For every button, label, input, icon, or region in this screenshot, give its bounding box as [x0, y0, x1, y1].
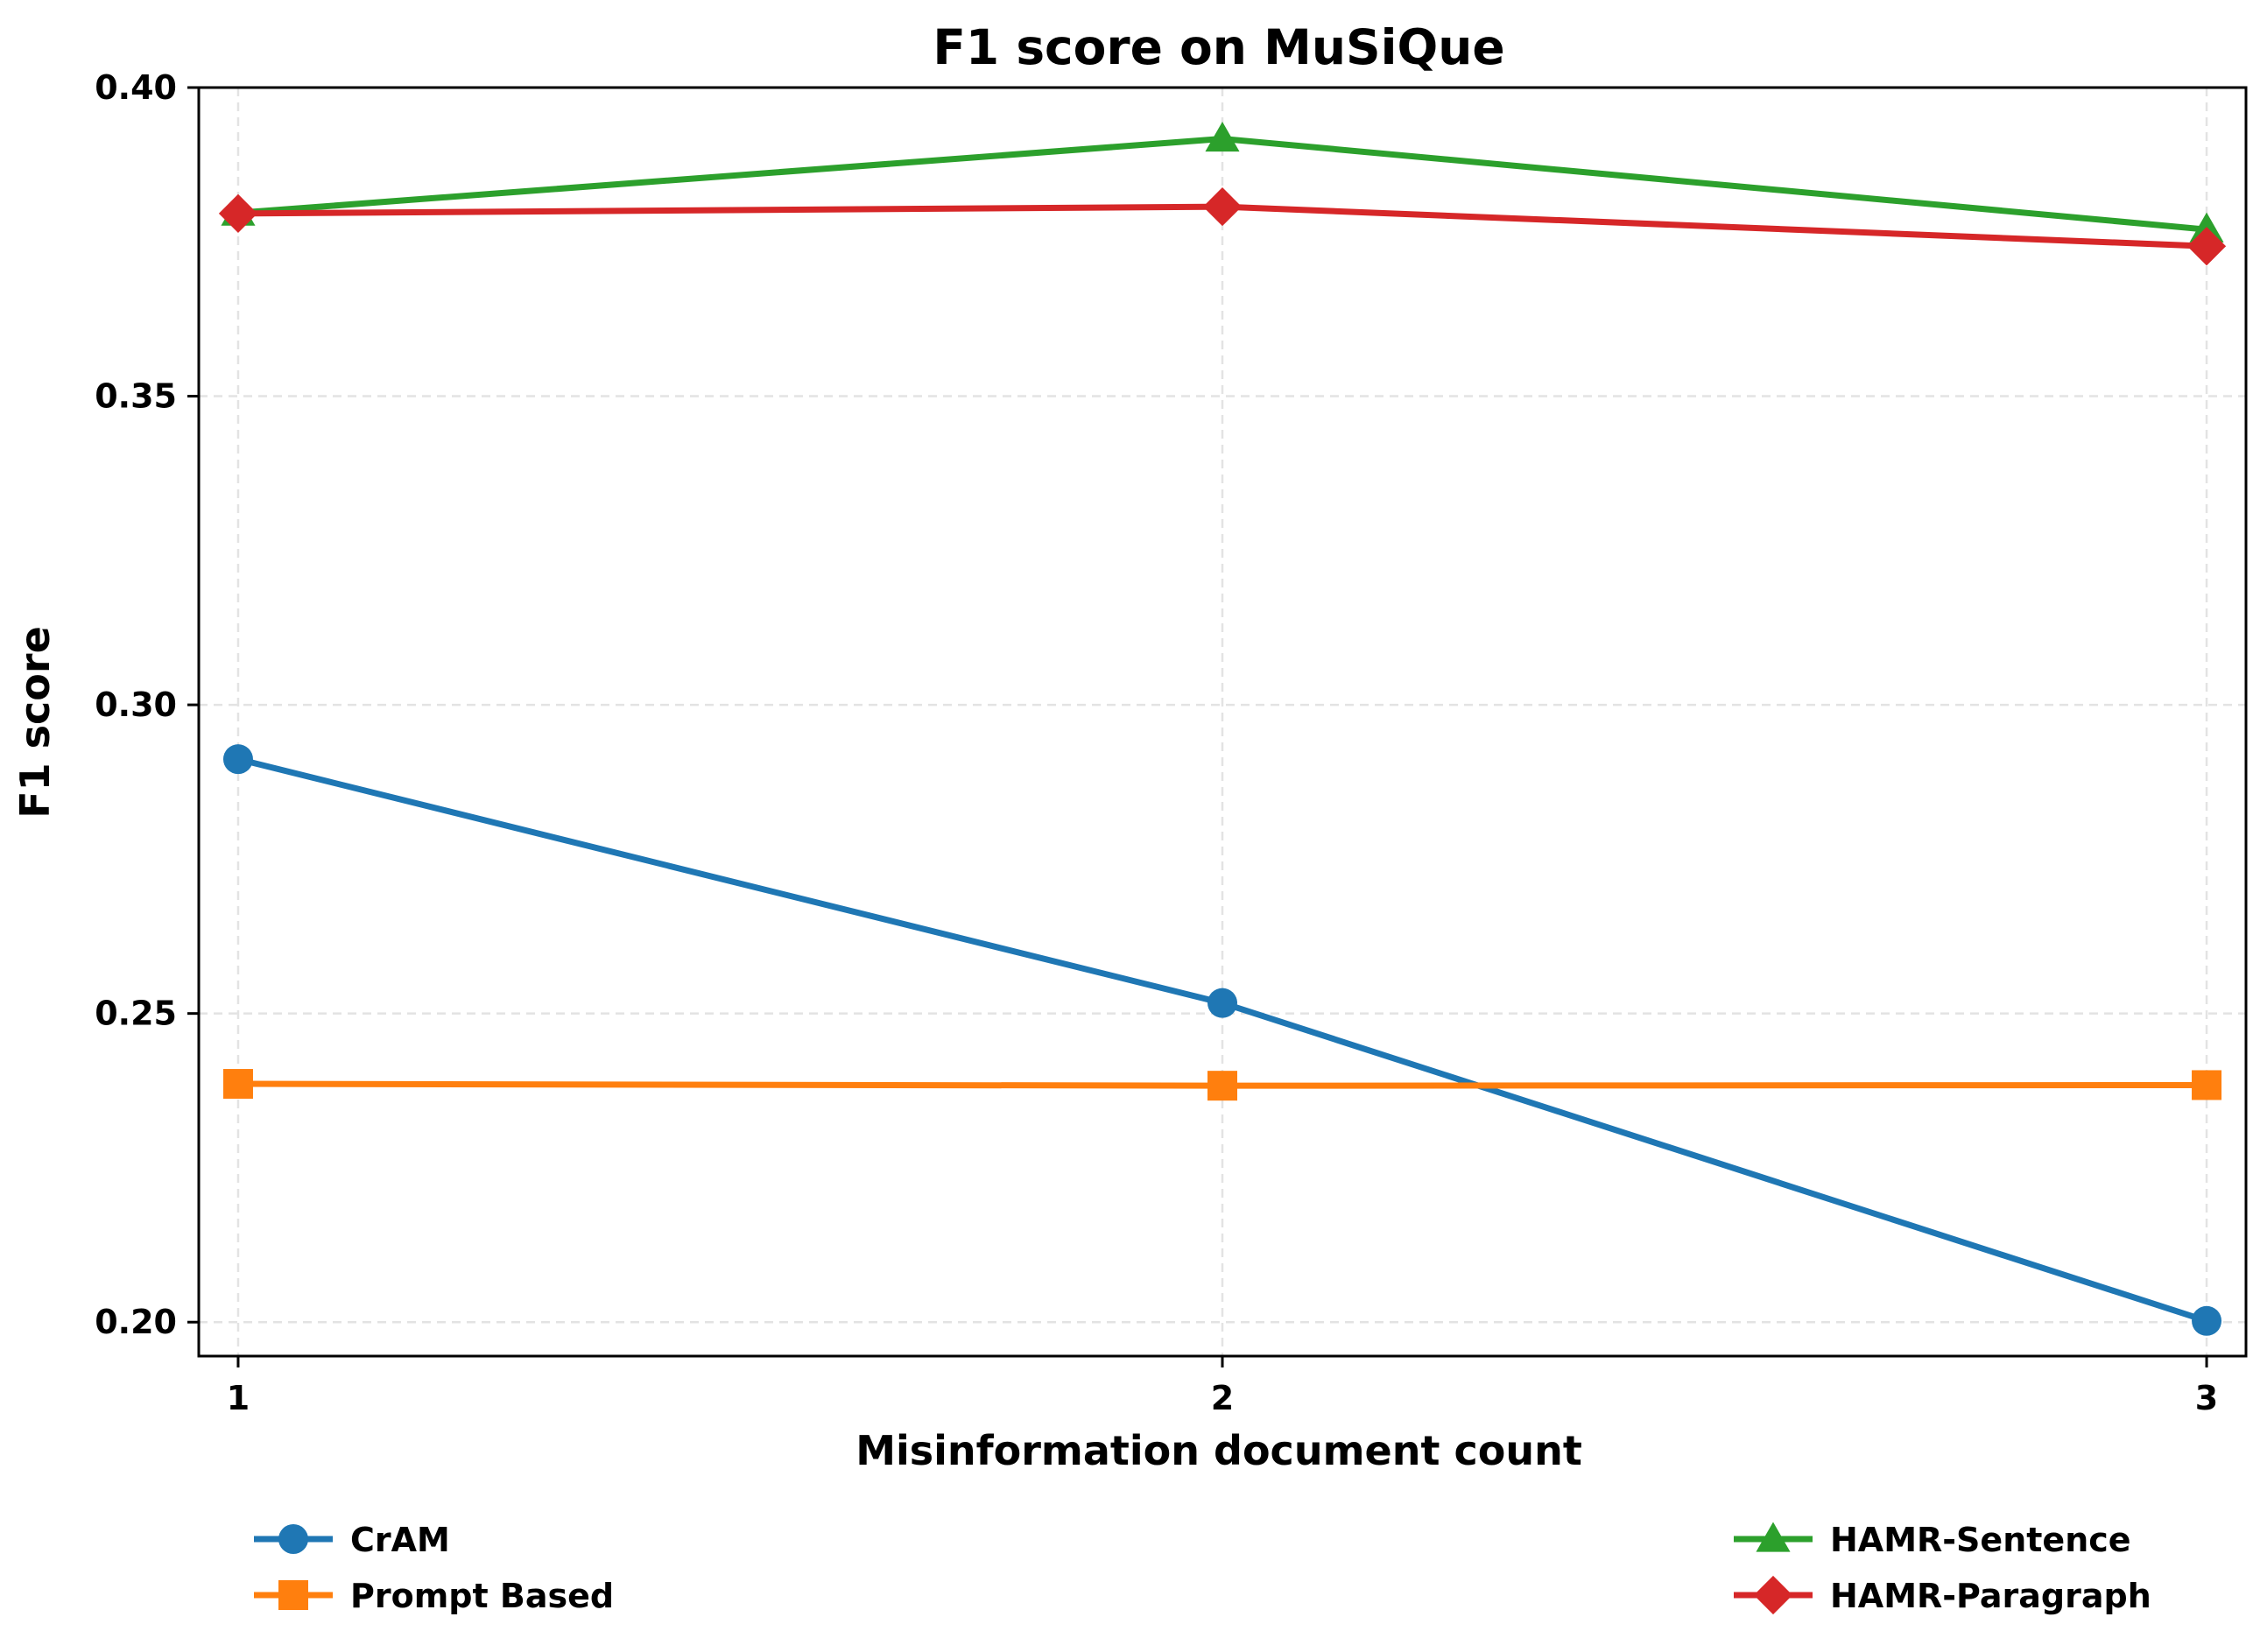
y-tick-label: 0.30: [95, 685, 177, 724]
legend-label: CrAM: [350, 1521, 450, 1559]
y-tick-label: 0.40: [95, 68, 177, 107]
legend-label: Prompt Based: [350, 1577, 614, 1615]
y-tick-label: 0.25: [95, 995, 177, 1033]
data-point-cram: [222, 744, 253, 775]
series-layer: [218, 121, 2227, 1336]
y-tick-label: 0.20: [95, 1303, 177, 1341]
legend: CrAM Prompt Based HAMR-Sentence HAMR-Paragr…: [254, 1521, 2151, 1615]
axis-ticks: 1 2 3 0.20 0.25 0.30 0.35 0.40: [95, 68, 2218, 1417]
data-point-prompt-based: [222, 1069, 253, 1100]
x-tick-label: 1: [227, 1379, 250, 1417]
x-axis-label: Misinformation document count: [855, 1427, 1582, 1474]
legend-marker: [278, 1524, 308, 1554]
legend-label: HAMR-Sentence: [1830, 1521, 2131, 1559]
x-tick-label: 2: [1211, 1379, 1234, 1417]
data-point-cram: [2192, 1305, 2222, 1336]
data-point-hamr-paragraph: [218, 193, 258, 233]
chart-title: F1 score on MuSiQue: [933, 19, 1504, 75]
data-point-hamr-sentence: [1205, 121, 1240, 152]
series-hamr-paragraph: [218, 186, 2227, 266]
data-point-cram: [1207, 988, 1237, 1018]
grid: [199, 86, 2246, 1356]
legend-item-prompt-based: Prompt Based: [254, 1577, 614, 1615]
x-tick-label: 3: [2195, 1379, 2218, 1417]
legend-item-hamr-paragraph: HAMR-Paragraph: [1734, 1575, 2151, 1615]
legend-label: HAMR-Paragraph: [1830, 1577, 2151, 1615]
legend-marker: [1756, 1522, 1791, 1552]
data-point-hamr-paragraph: [1202, 186, 1243, 227]
legend-marker: [278, 1580, 308, 1610]
series-prompt-based: [222, 1069, 2222, 1101]
series-cram: [222, 744, 2222, 1336]
data-point-hamr-paragraph: [2186, 227, 2227, 266]
legend-item-hamr-sentence: HAMR-Sentence: [1734, 1521, 2131, 1559]
data-point-prompt-based: [2192, 1070, 2222, 1100]
data-point-prompt-based: [1207, 1071, 1237, 1101]
y-tick-label: 0.35: [95, 377, 177, 416]
legend-marker: [1753, 1575, 1793, 1615]
y-axis-label: F1 score: [11, 626, 59, 819]
legend-item-cram: CrAM: [254, 1521, 450, 1559]
